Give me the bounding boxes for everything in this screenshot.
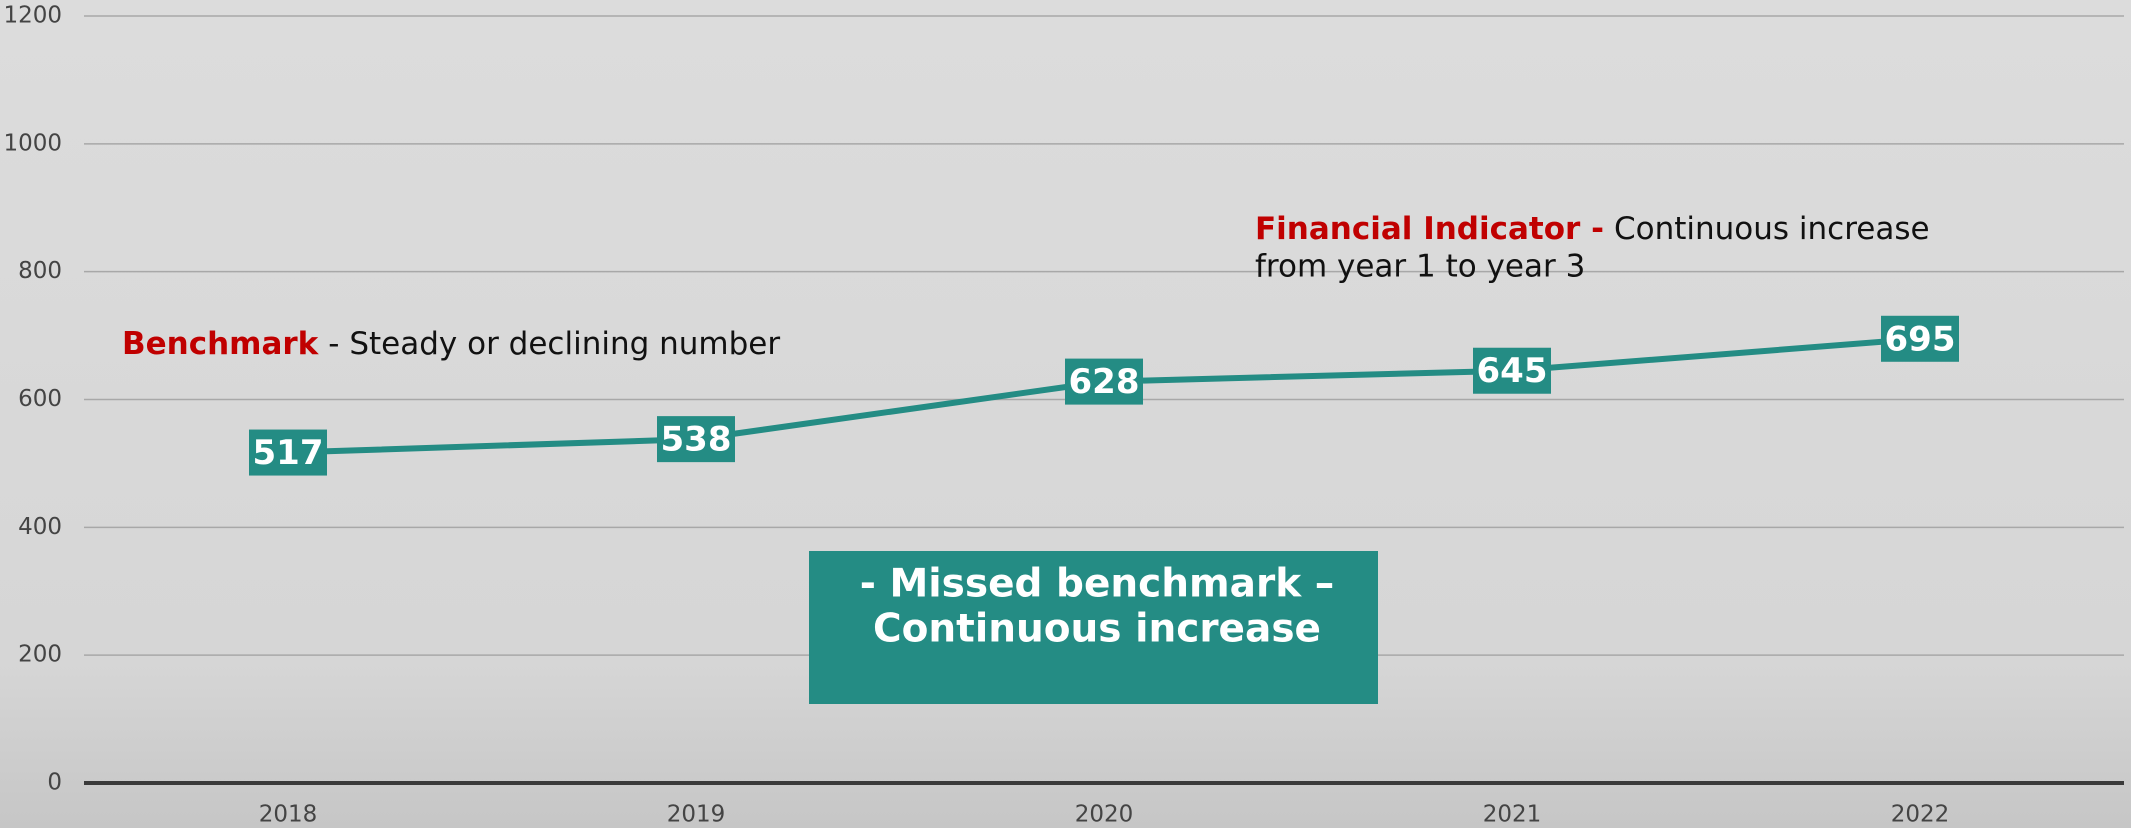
data-label: 538 bbox=[661, 420, 732, 460]
y-tick-label: 0 bbox=[47, 770, 62, 796]
data-label-box bbox=[249, 429, 327, 476]
x-tick-label: 2022 bbox=[1891, 802, 1950, 828]
x-tick-label: 2020 bbox=[1075, 802, 1134, 828]
data-label-box bbox=[1881, 315, 1959, 362]
y-tick-label: 1200 bbox=[3, 3, 62, 29]
note-label: Benchmark bbox=[122, 326, 320, 362]
callout-box bbox=[809, 551, 1378, 704]
data-label-box bbox=[657, 416, 735, 463]
y-tick-label: 600 bbox=[18, 386, 62, 412]
note-text: from year 1 to year 3 bbox=[1255, 249, 1585, 285]
y-tick-label: 1000 bbox=[3, 130, 62, 156]
data-label: 695 bbox=[1885, 319, 1956, 359]
x-tick-label: 2019 bbox=[667, 802, 726, 828]
x-tick-label: 2021 bbox=[1483, 802, 1542, 828]
note-label: Financial Indicator - bbox=[1255, 211, 1604, 247]
y-tick-label: 200 bbox=[18, 642, 62, 668]
note-text: Continuous increase bbox=[1614, 211, 1930, 247]
data-label: 628 bbox=[1069, 362, 1140, 402]
y-tick-label: 800 bbox=[18, 258, 62, 284]
note-text: - Steady or declining number bbox=[328, 326, 780, 362]
data-label-box bbox=[1065, 358, 1143, 405]
y-tick-label: 400 bbox=[18, 514, 62, 540]
callout-text: Continuous increase bbox=[873, 607, 1321, 652]
callout-text: - Missed benchmark – bbox=[860, 562, 1335, 607]
data-label-box bbox=[1473, 347, 1551, 394]
data-label: 517 bbox=[253, 433, 324, 473]
indicator-note: Financial Indicator - Continuous increase bbox=[1255, 211, 1930, 247]
benchmark-note: Benchmark - Steady or declining number bbox=[122, 326, 780, 362]
x-tick-label: 2018 bbox=[259, 802, 318, 828]
data-label: 645 bbox=[1477, 351, 1548, 391]
